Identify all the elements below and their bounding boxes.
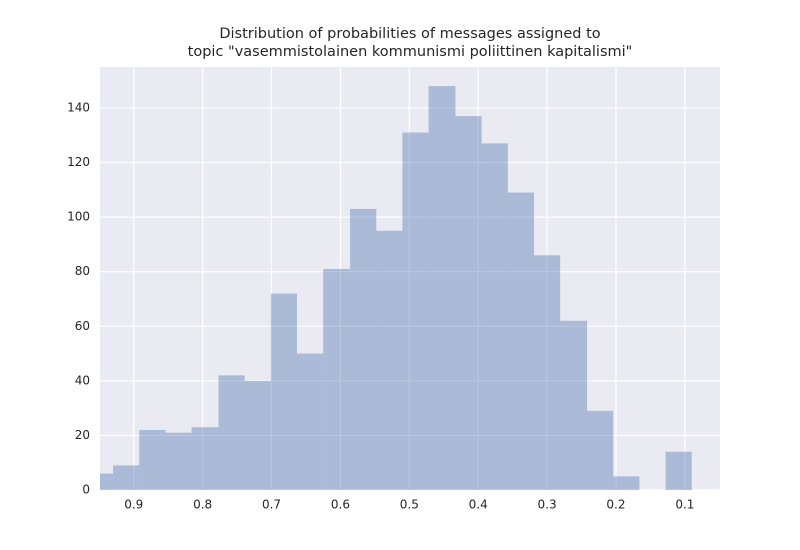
y-tick-label: 40 [75, 373, 90, 387]
bar [507, 192, 534, 490]
bar [244, 380, 271, 490]
bar [560, 320, 588, 490]
x-tick-label: 0.7 [262, 498, 281, 512]
plot-background [100, 67, 720, 490]
bars [100, 86, 692, 490]
bar [100, 473, 114, 490]
bar [665, 451, 692, 490]
x-tick-label: 0.3 [538, 498, 557, 512]
x-tick-label: 0.2 [606, 498, 625, 512]
chart-title: topic "vasemmistolainen kommunismi polii… [188, 44, 633, 60]
x-tick-label: 0.1 [675, 498, 694, 512]
bar [191, 427, 219, 490]
bar [428, 86, 456, 490]
bar [165, 432, 192, 490]
bar [455, 116, 482, 490]
y-tick-label: 100 [67, 210, 90, 224]
y-tick-label: 120 [67, 155, 90, 169]
chart-title: Distribution of probabilities of message… [219, 26, 600, 42]
bar [613, 476, 640, 490]
x-tick-label: 0.5 [400, 498, 419, 512]
x-tick-label: 0.9 [124, 498, 143, 512]
x-tick-label: 0.4 [469, 498, 488, 512]
y-tick-label: 0 [82, 483, 90, 497]
bar [270, 293, 298, 490]
bar [402, 132, 429, 490]
bar [113, 465, 140, 490]
bar [297, 353, 324, 490]
x-tick-label: 0.6 [331, 498, 350, 512]
bar [587, 410, 614, 490]
bar [350, 208, 377, 490]
y-tick-label: 80 [75, 264, 90, 278]
bar [534, 255, 561, 490]
bar [481, 143, 508, 490]
y-tick-label: 140 [67, 100, 90, 114]
x-tick-label: 0.8 [193, 498, 212, 512]
bar [376, 230, 403, 490]
bar [218, 375, 245, 490]
bar [139, 429, 166, 490]
y-tick-label: 20 [75, 428, 90, 442]
bar [323, 268, 351, 490]
y-tick-label: 60 [75, 319, 90, 333]
